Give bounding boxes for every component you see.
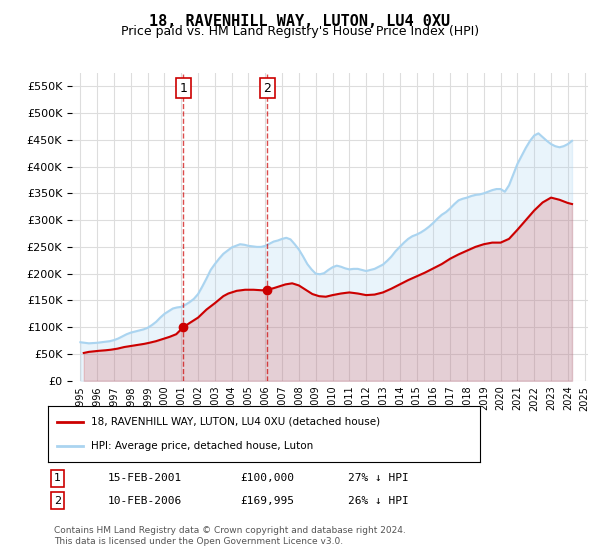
Text: 15-FEB-2001: 15-FEB-2001 [108,473,182,483]
Text: 2: 2 [54,496,61,506]
Text: 1: 1 [179,82,187,95]
Text: HPI: Average price, detached house, Luton: HPI: Average price, detached house, Luto… [91,441,313,451]
Text: 26% ↓ HPI: 26% ↓ HPI [348,496,409,506]
Text: £169,995: £169,995 [240,496,294,506]
Text: 1: 1 [54,473,61,483]
Text: 27% ↓ HPI: 27% ↓ HPI [348,473,409,483]
Text: 18, RAVENHILL WAY, LUTON, LU4 0XU (detached house): 18, RAVENHILL WAY, LUTON, LU4 0XU (detac… [91,417,380,427]
Text: 10-FEB-2006: 10-FEB-2006 [108,496,182,506]
Text: 18, RAVENHILL WAY, LUTON, LU4 0XU: 18, RAVENHILL WAY, LUTON, LU4 0XU [149,14,451,29]
Text: £100,000: £100,000 [240,473,294,483]
Text: Price paid vs. HM Land Registry's House Price Index (HPI): Price paid vs. HM Land Registry's House … [121,25,479,38]
Text: Contains HM Land Registry data © Crown copyright and database right 2024.
This d: Contains HM Land Registry data © Crown c… [54,526,406,546]
Text: 2: 2 [263,82,271,95]
